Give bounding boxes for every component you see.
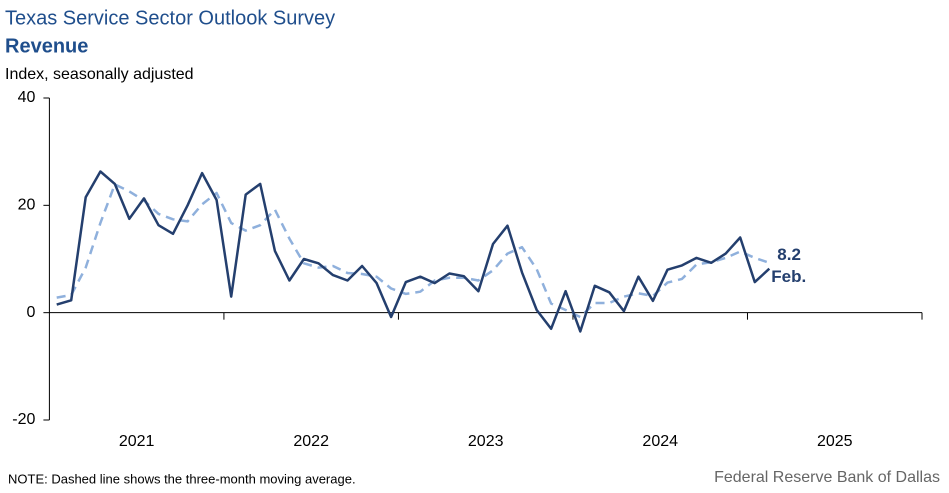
y-tick-label: 20 [18,197,36,214]
moving-average-line [56,183,770,319]
y-axis-label: Index, seasonally adjusted [5,66,194,83]
y-tick-label: 0 [26,304,35,321]
chart-title: Texas Service Sector Outlook Survey [5,7,335,29]
series-line [56,170,771,333]
y-tick-label: 40 [18,89,36,106]
source: Federal Reserve Bank of Dallas [714,469,940,486]
annotation: Feb. [771,267,806,286]
y-tick-label: -20 [12,411,35,428]
x-tick-label: 2023 [468,433,504,450]
x-tick-label: 2021 [119,433,155,450]
x-tick-label: 2025 [817,433,853,450]
x-tick-label: 2024 [642,433,678,450]
chart-subtitle: Revenue [5,35,88,57]
x-tick-label: 2022 [293,433,329,450]
data-label: 8.2 [777,245,801,264]
note: NOTE: Dashed line shows the three-month … [8,471,356,486]
